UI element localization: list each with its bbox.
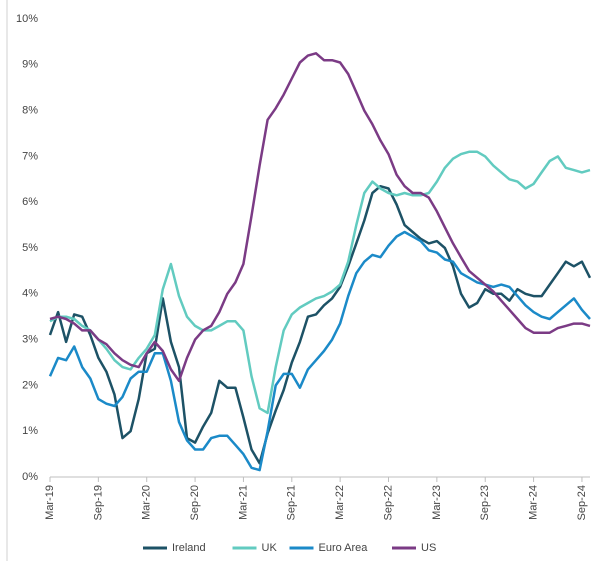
x-tick-label: Sep-23: [479, 485, 491, 520]
y-tick-label: 7%: [22, 150, 38, 162]
x-tick-label: Sep-19: [92, 485, 104, 520]
y-tick-label: 9%: [22, 59, 38, 71]
series-line: [49, 52, 591, 383]
x-tick-label: Mar-22: [334, 485, 346, 520]
legend-label: UK: [262, 542, 278, 554]
x-tick-label: Mar-20: [141, 485, 153, 520]
legend-label: Ireland: [172, 542, 206, 554]
y-tick-label: 3%: [22, 334, 38, 346]
y-tick-label: 0%: [22, 471, 38, 483]
x-tick-label: Sep-20: [189, 485, 201, 520]
y-tick-label: 6%: [22, 196, 38, 208]
series-line: [49, 150, 591, 415]
x-tick-label: Sep-22: [382, 485, 394, 520]
legend-label: Euro Area: [319, 542, 369, 554]
x-tick-label: Mar-23: [431, 485, 443, 520]
y-tick-label: 10%: [16, 13, 38, 25]
y-tick-label: 2%: [22, 379, 38, 391]
x-tick-label: Mar-19: [44, 485, 56, 520]
x-tick-label: Sep-21: [286, 485, 298, 520]
y-tick-label: 8%: [22, 105, 38, 117]
x-tick-label: Sep-24: [576, 485, 588, 520]
series-line: [48, 230, 591, 472]
legend-label: US: [421, 542, 436, 554]
series-line: [48, 184, 592, 465]
x-tick-label: Mar-24: [527, 485, 539, 520]
y-tick-label: 4%: [22, 288, 38, 300]
y-tick-label: 5%: [22, 242, 38, 254]
y-tick-label: 1%: [22, 425, 38, 437]
x-tick-label: Mar-21: [237, 485, 249, 520]
